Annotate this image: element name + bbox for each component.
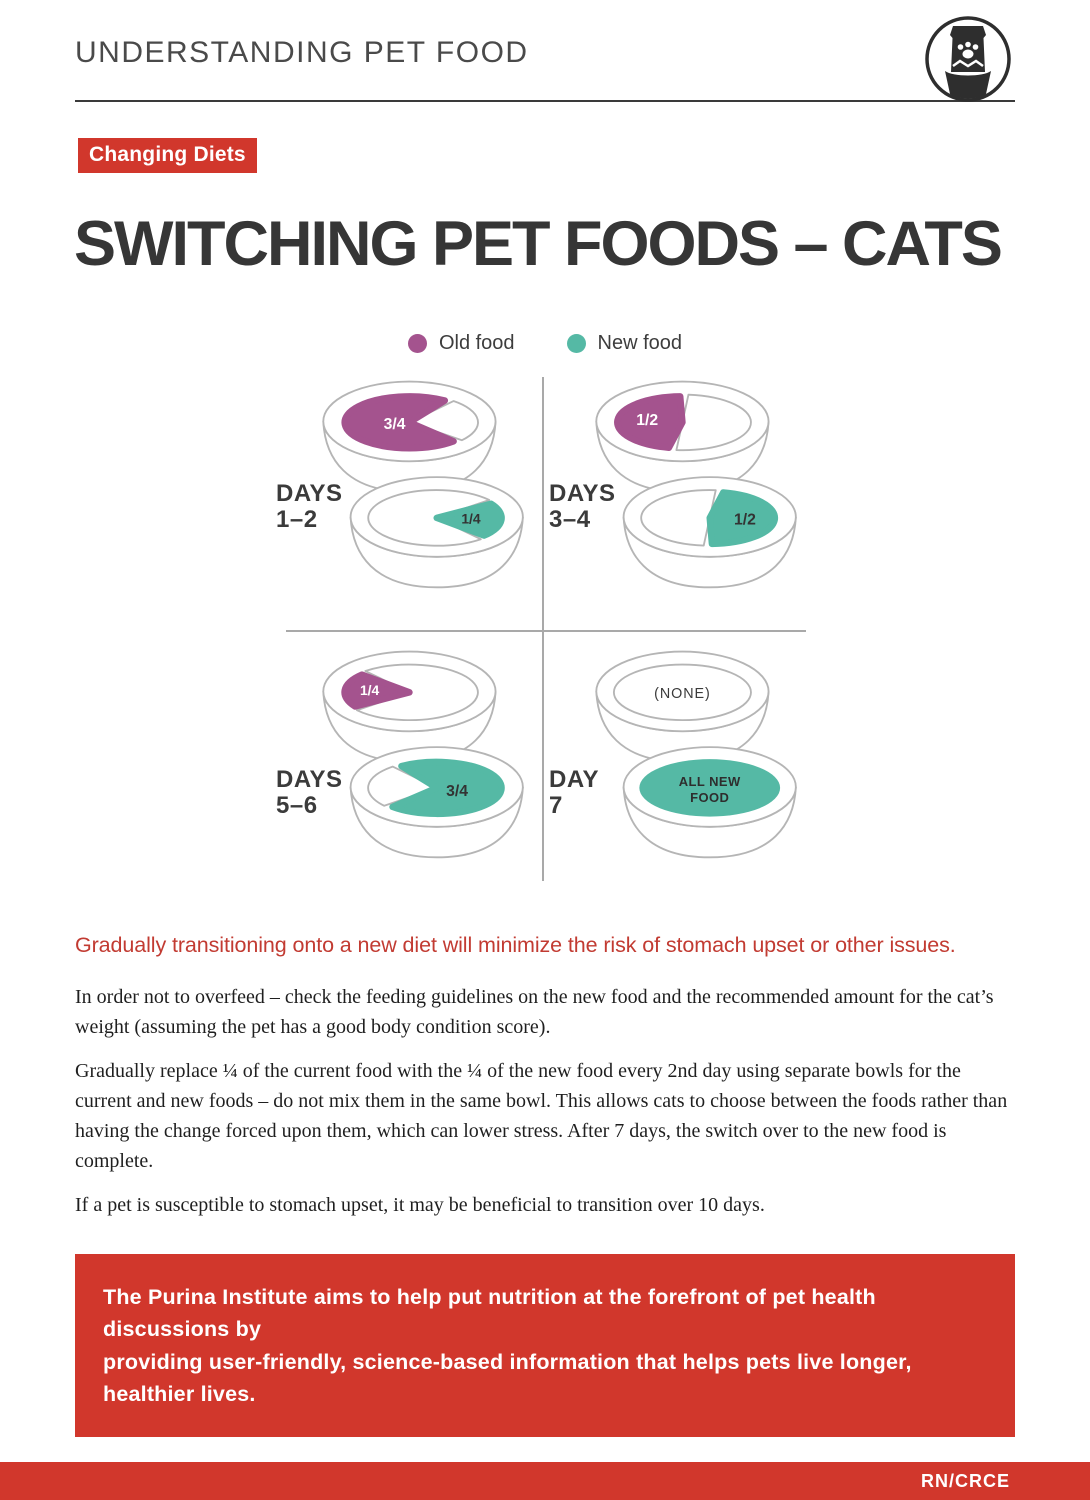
- paragraph-stomach-upset: If a pet is susceptible to stomach upset…: [75, 1194, 765, 1216]
- lead-sentence: Gradually transitioning onto a new diet …: [75, 933, 956, 957]
- changing-diets-badge: Changing Diets: [78, 138, 257, 173]
- new-food-bowl: 3/4: [349, 746, 524, 859]
- old-fraction-label: 3/4: [384, 416, 406, 433]
- new-fraction-label-line1: ALL NEW: [679, 774, 741, 789]
- day-label: DAYS 5–6: [276, 766, 343, 820]
- day-word: DAY: [549, 766, 599, 793]
- day-label: DAYS 3–4: [549, 480, 616, 534]
- paragraph-replace: Gradually replace ¼ of the current food …: [75, 1060, 1008, 1172]
- header: UNDERSTANDING PET FOOD: [75, 16, 1015, 102]
- new-food-bowl: 1/2: [622, 476, 797, 589]
- page-title: SWITCHING PET FOODS – CATS: [74, 209, 1003, 279]
- old-food-bowl-empty: (NONE): [595, 650, 770, 763]
- purina-institute-banner: The Purina Institute aims to help put nu…: [75, 1254, 1015, 1437]
- paragraph-overfeed: In order not to overfeed – check the fee…: [75, 986, 994, 1038]
- old-food-dot-icon: [407, 334, 427, 353]
- old-food-bowl: 1/4: [322, 650, 497, 763]
- day-range: 7: [549, 792, 563, 820]
- bowls-days-5-6: 1/4 3/4: [322, 650, 524, 859]
- body-paragraphs: In order not to overfeed – check the fee…: [75, 982, 1015, 1220]
- old-fraction-label: (NONE): [654, 686, 711, 702]
- day-range: 5–6: [276, 792, 318, 820]
- diagram-vertical-divider: [542, 377, 544, 881]
- pet-food-bag-icon: [925, 16, 1011, 102]
- new-food-bowl: 1/4: [349, 476, 524, 589]
- banner-line-1: The Purina Institute aims to help put nu…: [103, 1285, 876, 1342]
- quadrant-days-1-2: DAYS 1–2 3/4 1/4: [270, 373, 543, 631]
- day-word: DAYS: [276, 766, 343, 793]
- new-food-dot-icon: [566, 334, 586, 353]
- legend-item-old-food: Old food: [407, 332, 515, 355]
- quadrant-day-7: DAY 7 (NONE) ALL NEW FOOD: [543, 631, 816, 889]
- new-fraction-label: 1/2: [734, 511, 756, 528]
- legend: Old food New food: [0, 332, 1090, 355]
- transition-diagram: DAYS 1–2 3/4 1/4: [270, 373, 816, 889]
- document-code: RN/CRCE: [920, 1470, 1010, 1491]
- day-range: 1–2: [276, 506, 318, 534]
- old-food-bowl: 1/2: [595, 380, 770, 493]
- new-fraction-label-line2: FOOD: [690, 790, 729, 805]
- quadrant-days-5-6: DAYS 5–6 1/4 3/4: [270, 631, 543, 889]
- legend-old-label: Old food: [438, 332, 515, 354]
- day-word: DAYS: [276, 480, 343, 507]
- day-label: DAY 7: [549, 766, 599, 820]
- bowls-days-3-4: 1/2 1/2: [595, 380, 797, 589]
- footer-bar: RN/CRCE: [0, 1462, 1090, 1500]
- bowls-days-1-2: 3/4 1/4: [322, 380, 524, 589]
- day-label: DAYS 1–2: [276, 480, 343, 534]
- new-fraction-label: 3/4: [446, 783, 468, 800]
- quadrant-days-3-4: DAYS 3–4 1/2 1/2: [543, 373, 816, 631]
- old-fraction-label: 1/2: [636, 412, 658, 429]
- day-range: 3–4: [549, 506, 591, 534]
- header-title: UNDERSTANDING PET FOOD: [75, 36, 529, 69]
- banner-line-2: providing user-friendly, science-based i…: [103, 1349, 912, 1406]
- new-fraction-label: 1/4: [461, 510, 481, 526]
- legend-item-new-food: New food: [566, 332, 683, 355]
- old-food-bowl: 3/4: [322, 380, 497, 493]
- bowls-day-7: (NONE) ALL NEW FOOD: [595, 650, 797, 859]
- old-fraction-label: 1/4: [360, 682, 380, 698]
- legend-new-label: New food: [597, 332, 683, 354]
- day-word: DAYS: [549, 480, 616, 507]
- diagram-horizontal-divider: [286, 630, 806, 632]
- new-food-bowl-full: ALL NEW FOOD: [622, 746, 797, 859]
